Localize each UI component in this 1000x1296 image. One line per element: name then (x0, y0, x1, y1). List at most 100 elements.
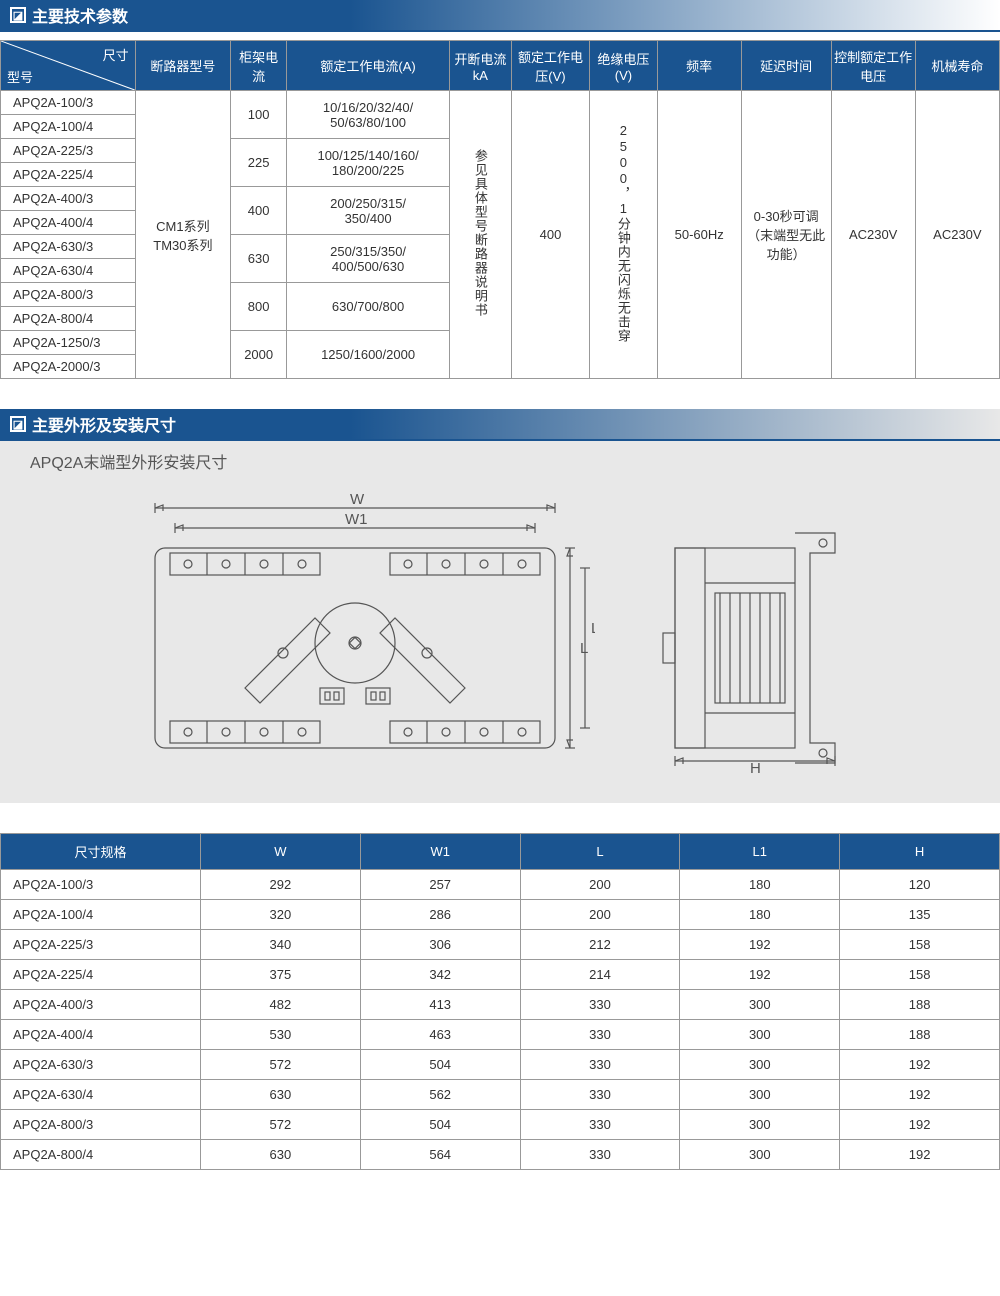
spec-table: 尺寸 型号 断路器型号 柜架电流 额定工作电流(A) 开断电流kA 额定工作电压… (0, 40, 1000, 379)
dim-cell: 180 (680, 870, 840, 900)
delay-cell: 0-30秒可调（末端型无此功能） (741, 91, 831, 379)
dim-cell: 292 (201, 870, 361, 900)
dim-cell: APQ2A-225/4 (1, 960, 201, 990)
break-ka-cell: 参见具体型号断路器说明书 (449, 91, 511, 379)
model-cell: APQ2A-630/4 (1, 259, 136, 283)
dim-cell: 504 (360, 1110, 520, 1140)
svg-text:W: W (350, 493, 365, 508)
dim-cell: 375 (201, 960, 361, 990)
frame-current-cell: 400 (231, 187, 287, 235)
dim-cell: 192 (840, 1080, 1000, 1110)
dim-cell: 342 (360, 960, 520, 990)
dim-cell: 300 (680, 1020, 840, 1050)
dim-cell: 530 (201, 1020, 361, 1050)
diagram-subtitle: APQ2A末端型外形安装尺寸 (30, 449, 970, 473)
model-cell: APQ2A-400/3 (1, 187, 136, 211)
dim-cell: 463 (360, 1020, 520, 1050)
dim-cell: 214 (520, 960, 680, 990)
dim-cell: 330 (520, 1080, 680, 1110)
th-break-ka: 开断电流kA (449, 41, 511, 91)
frame-current-cell: 225 (231, 139, 287, 187)
dim-cell: 482 (201, 990, 361, 1020)
diagram-panel: ◪ 主要外形及安装尺寸 APQ2A末端型外形安装尺寸 W W1 (0, 409, 1000, 803)
frame-current-cell: 630 (231, 235, 287, 283)
dim-cell: 192 (840, 1050, 1000, 1080)
diag-top: 尺寸 (103, 45, 129, 64)
dim-cell: 192 (680, 960, 840, 990)
model-cell: APQ2A-2000/3 (1, 355, 136, 379)
dim-cell: 192 (680, 930, 840, 960)
rated-current-cell: 100/125/140/160/ 180/200/225 (287, 139, 450, 187)
dim-cell: 300 (680, 1080, 840, 1110)
dim-cell: 180 (680, 900, 840, 930)
th-rated-current: 额定工作电流(A) (287, 41, 450, 91)
model-cell: APQ2A-630/3 (1, 235, 136, 259)
model-cell: APQ2A-100/3 (1, 91, 136, 115)
dim-cell: 188 (840, 1020, 1000, 1050)
dim-cell: APQ2A-225/3 (1, 930, 201, 960)
dim-cell: 562 (360, 1080, 520, 1110)
section2-title: 主要外形及安装尺寸 (32, 412, 176, 436)
dim-th: H (840, 834, 1000, 870)
svg-text:H: H (750, 760, 761, 773)
th-breaker: 断路器型号 (135, 41, 230, 91)
dim-cell: APQ2A-400/3 (1, 990, 201, 1020)
dim-cell: 630 (201, 1080, 361, 1110)
dim-cell: 212 (520, 930, 680, 960)
dim-cell: APQ2A-630/4 (1, 1080, 201, 1110)
model-cell: APQ2A-400/4 (1, 211, 136, 235)
th-delay: 延迟时间 (741, 41, 831, 91)
dim-th: W (201, 834, 361, 870)
dim-cell: 120 (840, 870, 1000, 900)
dim-cell: 300 (680, 990, 840, 1020)
ctrl-v-cell: AC230V (831, 91, 915, 379)
dim-th: 尺寸规格 (1, 834, 201, 870)
dim-cell: 330 (520, 990, 680, 1020)
freq-cell: 50-60Hz (657, 91, 741, 379)
dim-cell: 504 (360, 1050, 520, 1080)
dim-cell: 300 (680, 1110, 840, 1140)
dim-cell: 330 (520, 1050, 680, 1080)
breaker-cell: CM1系列 TM30系列 (135, 91, 230, 379)
dim-th: W1 (360, 834, 520, 870)
dim-cell: 192 (840, 1110, 1000, 1140)
th-freq: 频率 (657, 41, 741, 91)
model-cell: APQ2A-225/4 (1, 163, 136, 187)
dim-cell: 630 (201, 1140, 361, 1170)
dim-cell: APQ2A-400/4 (1, 1020, 201, 1050)
section1-title: 主要技术参数 (32, 3, 128, 27)
diag-bot: 型号 (7, 67, 33, 86)
th-insul-v: 绝缘电压(V) (590, 41, 657, 91)
rated-current-cell: 200/250/315/ 350/400 (287, 187, 450, 235)
dim-cell: 200 (520, 900, 680, 930)
front-view-diagram: W W1 (115, 493, 595, 773)
model-cell: APQ2A-800/4 (1, 307, 136, 331)
dim-cell: 572 (201, 1110, 361, 1140)
model-cell: APQ2A-100/4 (1, 115, 136, 139)
dim-cell: 300 (680, 1050, 840, 1080)
dim-cell: 564 (360, 1140, 520, 1170)
frame-current-cell: 2000 (231, 331, 287, 379)
rated-current-cell: 1250/1600/2000 (287, 331, 450, 379)
model-cell: APQ2A-1250/3 (1, 331, 136, 355)
dim-th: L (520, 834, 680, 870)
square-icon: ◪ (10, 416, 26, 432)
th-frame: 柜架电流 (231, 41, 287, 91)
insul-v-cell: 2500，1分钟内无闪烁无击穿 (590, 91, 657, 379)
rated-current-cell: 10/16/20/32/40/ 50/63/80/100 (287, 91, 450, 139)
dim-cell: 135 (840, 900, 1000, 930)
rated-current-cell: 630/700/800 (287, 283, 450, 331)
dim-cell: 320 (201, 900, 361, 930)
dim-cell: 306 (360, 930, 520, 960)
dim-cell: 300 (680, 1140, 840, 1170)
dim-cell: 572 (201, 1050, 361, 1080)
model-cell: APQ2A-225/3 (1, 139, 136, 163)
svg-text:W1: W1 (345, 511, 368, 528)
dim-cell: APQ2A-800/4 (1, 1140, 201, 1170)
frame-current-cell: 800 (231, 283, 287, 331)
dim-cell: APQ2A-800/3 (1, 1110, 201, 1140)
dim-cell: 158 (840, 930, 1000, 960)
section1-header: ◪ 主要技术参数 (0, 0, 1000, 32)
dim-cell: 330 (520, 1110, 680, 1140)
model-cell: APQ2A-800/3 (1, 283, 136, 307)
